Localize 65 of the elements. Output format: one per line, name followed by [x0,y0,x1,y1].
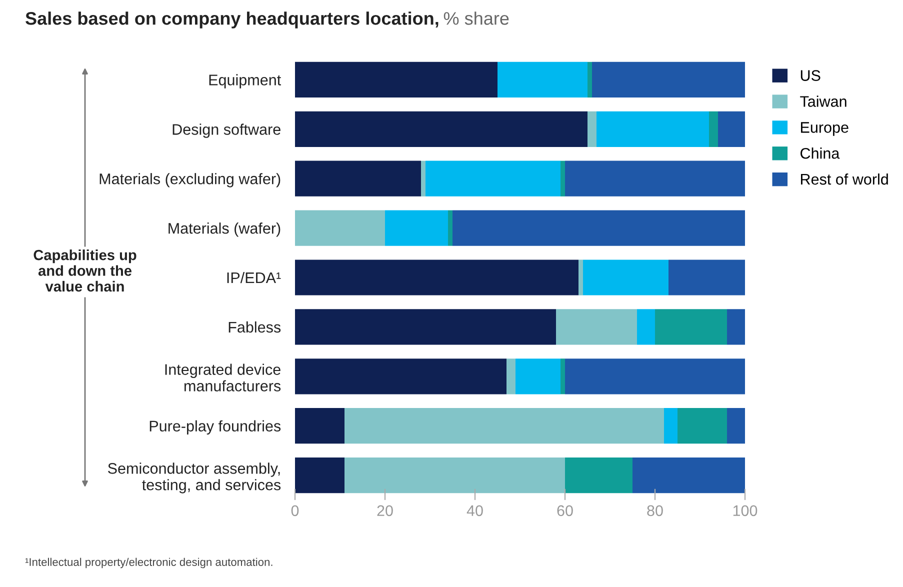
bar [709,111,718,147]
bar [421,160,426,196]
legend-label: Taiwan [800,96,846,107]
bar [295,160,421,196]
bar [385,210,448,246]
bar [498,62,588,98]
bar [588,111,596,147]
text: ¹Intellectual property/electronic design automation. [25,558,272,568]
bar [592,62,745,98]
bar [727,309,745,345]
bar [560,358,565,394]
bar [344,457,565,494]
legend-label: US [800,70,820,81]
y-tick-label: IP/EDA¹ [227,272,281,284]
legend-label: China [800,148,840,159]
bar [295,210,385,246]
chart-title: Sales based on company headquarters location, [26,12,438,28]
y-tick-label: Integrated device manufacturers [165,364,281,392]
y-tick-label: Materials (wafer) [168,222,280,237]
bar [664,408,678,444]
bar [448,210,452,246]
y-tick-label: Design software [172,124,280,138]
bar [295,260,578,296]
bar [565,457,632,494]
bar [506,358,516,394]
bar [295,111,588,147]
bar [578,260,583,296]
y-tick-label: Pure-play foundries [150,420,281,435]
bar [295,309,556,345]
bar [516,358,560,394]
bar [583,260,668,296]
bar [678,408,727,444]
y-tick-label: Semiconductor assembly, testing, and services [108,462,281,494]
bar [560,160,565,196]
bar [295,408,344,444]
bar [295,358,506,394]
bar [718,111,745,147]
text: Capabilities up and down the value chain [34,249,136,292]
legend-label: Europe [801,122,848,136]
x-tick-label: 20 [377,505,393,516]
bar [637,309,655,345]
y-tick-label: Fabless [228,321,281,333]
bar [556,309,637,345]
bar [588,62,592,98]
y-tick-label: Equipment [209,74,282,88]
x-tick-label: 100 [733,505,758,516]
bar [655,309,727,345]
x-tick-label: 0 [291,505,299,516]
bar [565,358,745,394]
bar [295,62,498,98]
chart-subtitle: % share [444,12,509,25]
x-tick-label: 60 [557,505,573,516]
bar [727,408,745,444]
y-tick-label: Materials (excluding wafer) [100,173,280,188]
x-tick-label: 80 [647,505,663,516]
bar [596,111,709,147]
bar [426,160,560,196]
bar [344,408,664,444]
bar [668,260,745,296]
bar [452,210,745,246]
bar [632,457,745,494]
bar [295,457,344,494]
legend-label: Rest of world [801,173,888,185]
x-tick-label: 40 [466,505,483,516]
bar [565,160,745,196]
